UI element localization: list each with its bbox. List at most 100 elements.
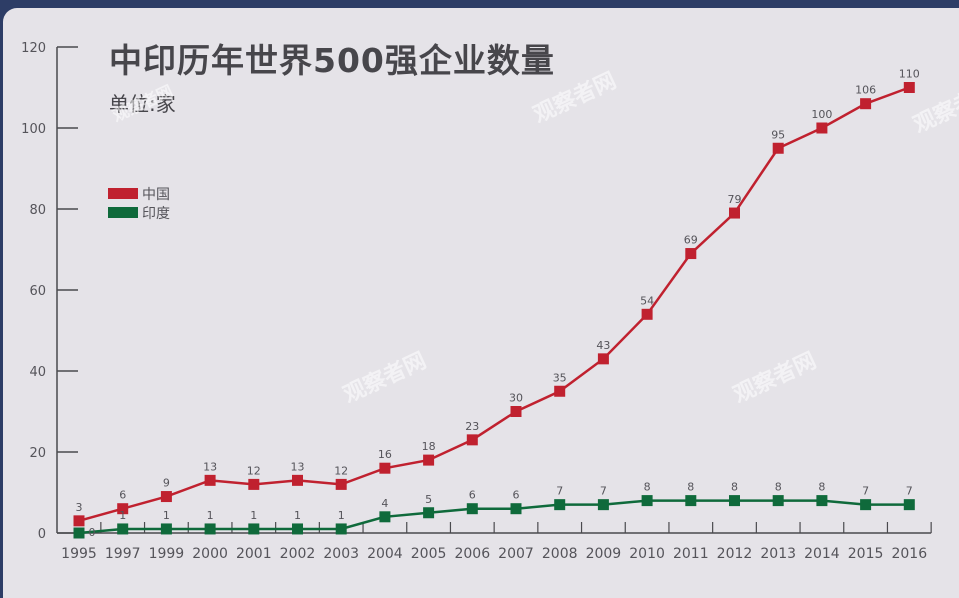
data-point xyxy=(423,454,435,466)
x-tick-label: 2007 xyxy=(498,546,534,562)
data-point xyxy=(466,434,478,446)
data-label: 16 xyxy=(378,448,392,461)
data-point xyxy=(903,499,915,511)
data-point xyxy=(335,478,347,490)
data-point xyxy=(204,523,216,535)
data-point xyxy=(641,495,653,507)
y-tick-label: 40 xyxy=(29,365,46,380)
data-point xyxy=(73,515,85,527)
legend-item: 中国 xyxy=(108,184,170,203)
series-line xyxy=(78,86,910,523)
data-label: 1 xyxy=(163,509,170,522)
data-label: 1 xyxy=(294,509,301,522)
x-tick-label: 2011 xyxy=(673,546,709,562)
data-label: 1 xyxy=(119,509,126,522)
legend-label: 印度 xyxy=(142,205,170,222)
data-label: 13 xyxy=(291,460,305,473)
data-label: 35 xyxy=(553,371,567,384)
data-point xyxy=(160,523,172,535)
data-point xyxy=(335,523,347,535)
x-tick-label: 2003 xyxy=(323,546,359,562)
y-tick-label: 120 xyxy=(21,41,46,56)
x-tick-label: 2005 xyxy=(411,546,447,562)
y-tick-label: 0 xyxy=(38,527,46,542)
data-label: 0 xyxy=(89,526,96,539)
y-tick-label: 80 xyxy=(29,203,46,218)
chart-title: 中印历年世界500强企业数量 xyxy=(109,41,555,80)
y-tick-label: 100 xyxy=(21,122,46,137)
x-tick-label: 2009 xyxy=(586,546,622,562)
data-label: 6 xyxy=(119,489,126,502)
legend-item: 印度 xyxy=(108,203,170,222)
data-point xyxy=(379,511,391,523)
chart-legend: 中国 印度 xyxy=(108,184,170,222)
data-label: 6 xyxy=(469,489,476,502)
data-point xyxy=(729,207,740,219)
x-tick-label: 2000 xyxy=(192,546,228,562)
x-tick-label: 1999 xyxy=(149,546,185,562)
data-label: 8 xyxy=(687,481,694,494)
y-tick-label: 60 xyxy=(29,284,46,299)
x-tick-label: 2004 xyxy=(367,546,403,562)
data-point xyxy=(903,82,915,93)
data-label: 3 xyxy=(76,501,83,514)
x-tick-label: 1995 xyxy=(61,546,97,562)
x-tick-label: 2012 xyxy=(717,546,753,562)
data-label: 1 xyxy=(338,509,345,522)
data-label: 8 xyxy=(731,481,738,494)
data-point xyxy=(554,385,566,397)
legend-swatch xyxy=(108,188,138,199)
data-label: 69 xyxy=(684,234,698,247)
x-tick-label: 2002 xyxy=(280,546,316,562)
data-label: 54 xyxy=(640,294,654,307)
data-label: 12 xyxy=(334,464,348,477)
data-point xyxy=(860,98,872,110)
x-tick-label: 2006 xyxy=(454,546,490,562)
data-label: 106 xyxy=(855,84,876,97)
data-point xyxy=(379,462,391,474)
data-label: 7 xyxy=(862,485,869,498)
data-point xyxy=(117,523,129,535)
data-point xyxy=(685,495,697,507)
data-label: 7 xyxy=(600,485,607,498)
data-label: 7 xyxy=(906,485,913,498)
data-point xyxy=(510,503,522,515)
data-point xyxy=(510,406,522,417)
legend-label: 中国 xyxy=(142,186,170,203)
data-point xyxy=(685,248,697,260)
data-label: 1 xyxy=(207,509,214,522)
x-tick-label: 1997 xyxy=(105,546,141,562)
data-label: 5 xyxy=(425,493,432,506)
data-point xyxy=(860,499,872,511)
series-line xyxy=(78,499,910,535)
x-tick-label: 2013 xyxy=(760,546,796,562)
data-point xyxy=(248,478,260,490)
y-tick-label: 20 xyxy=(29,446,46,461)
data-point xyxy=(292,523,303,535)
data-label: 8 xyxy=(775,481,782,494)
x-tick-label: 2014 xyxy=(804,546,840,562)
data-point xyxy=(772,142,784,154)
x-tick-label: 2008 xyxy=(542,546,578,562)
data-point xyxy=(248,523,260,535)
data-point xyxy=(816,495,828,507)
data-label: 1 xyxy=(250,509,257,522)
data-label: 110 xyxy=(899,68,920,81)
data-label: 30 xyxy=(509,392,523,405)
data-label: 18 xyxy=(422,440,436,453)
data-point xyxy=(554,499,566,511)
data-point xyxy=(160,491,172,503)
chart-subtitle: 单位:家 xyxy=(109,92,176,116)
data-point xyxy=(597,353,609,365)
data-point xyxy=(73,527,85,539)
x-tick-label: 2016 xyxy=(891,546,927,562)
data-point xyxy=(423,507,435,519)
data-label: 43 xyxy=(596,339,610,352)
data-label: 4 xyxy=(381,497,388,510)
data-label: 7 xyxy=(556,485,563,498)
legend-swatch xyxy=(108,207,138,218)
data-point xyxy=(117,503,129,515)
data-point xyxy=(204,474,216,486)
data-label: 95 xyxy=(771,128,785,141)
